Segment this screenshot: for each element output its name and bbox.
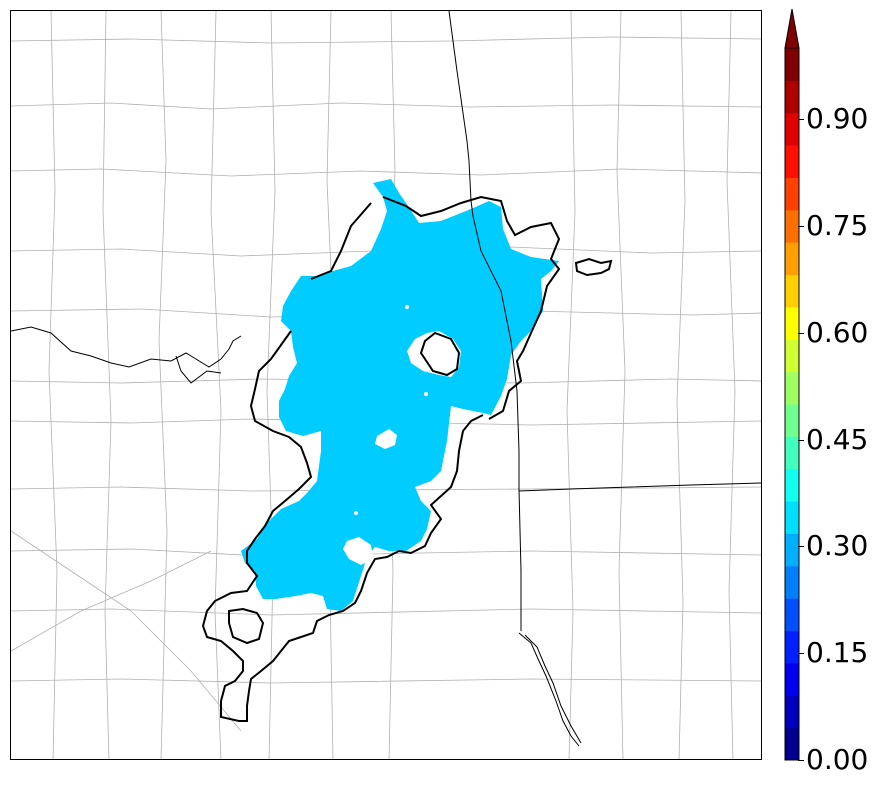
contour-inner — [419, 331, 461, 377]
colorbar-tick-mark — [798, 439, 804, 441]
colorbar-band — [785, 274, 799, 308]
colorbar-band — [785, 695, 799, 729]
colorbar-band — [785, 80, 799, 114]
colorbar-tick-label: 0.75 — [806, 209, 869, 242]
colorbar-band — [785, 209, 799, 243]
colorbar — [784, 8, 800, 761]
colorbar-extend-arrow — [784, 8, 800, 49]
colorbar-band — [785, 598, 799, 632]
colorbar-band — [785, 112, 799, 146]
contour-inner-2 — [228, 607, 265, 645]
hole-1 — [407, 331, 461, 377]
hole-2 — [375, 429, 397, 449]
colorbar-tick-label: 0.15 — [806, 636, 869, 670]
colorbar-tick-mark — [798, 226, 804, 227]
colorbar-tick-mark — [798, 760, 804, 761]
colorbar-tick-label: 0.00 — [806, 743, 869, 776]
hole-3 — [343, 537, 373, 565]
contour-main — [201, 195, 561, 722]
colorbar-band — [785, 501, 799, 534]
colorbar-band — [785, 630, 799, 664]
map-panel — [10, 10, 762, 760]
colorbar-band — [785, 145, 799, 178]
colorbar-band — [785, 404, 799, 437]
colorbar-tick-label: 0.60 — [806, 315, 869, 349]
colorbar-band — [785, 177, 799, 211]
colorbar-band — [785, 339, 799, 373]
colorbar-tick-label: 0.90 — [806, 102, 869, 136]
probability-fill-030 — [241, 179, 559, 611]
colorbar-band — [785, 242, 799, 276]
colorbar-band — [785, 662, 799, 696]
contour-lake — [574, 257, 613, 277]
colorbar-bands — [785, 48, 799, 761]
colorbar-outline — [784, 47, 800, 761]
colorbar-tick-mark — [798, 332, 804, 334]
colorbar-band — [785, 48, 799, 81]
colorbar-band — [785, 306, 799, 340]
colorbar-tick-mark — [798, 119, 804, 121]
colorbar-band — [785, 727, 799, 761]
colorbar-band — [785, 436, 799, 470]
probability-fill-region — [241, 179, 559, 611]
colorbar-tick-mark — [798, 546, 804, 548]
state-boundaries — [11, 11, 761, 747]
colorbar-tick-label: 0.45 — [806, 422, 869, 456]
colorbar-band — [785, 533, 799, 567]
colorbar-tick-label: 0.30 — [806, 529, 869, 563]
map-svg — [11, 11, 761, 759]
contour-lines — [201, 195, 613, 722]
colorbar-band — [785, 565, 799, 599]
colorbar-band — [785, 371, 799, 405]
colorbar-band — [785, 468, 799, 502]
colorbar-tick-mark — [798, 653, 804, 655]
